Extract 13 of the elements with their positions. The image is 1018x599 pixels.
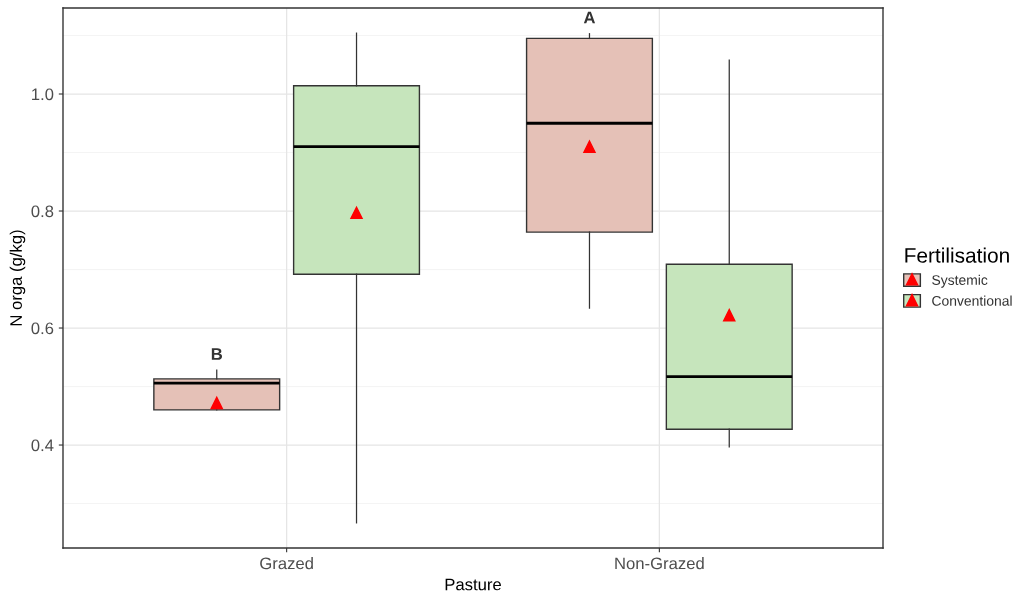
- y-tick-label: 0.6: [31, 322, 54, 335]
- x-axis-title: Pasture: [445, 578, 501, 591]
- y-tick-label: 0.8: [31, 205, 54, 218]
- legend-label: Systemic: [932, 274, 988, 288]
- y-axis-title: N orga (g/kg): [9, 230, 26, 326]
- y-tick-label: 0.4: [31, 439, 54, 452]
- legend-title: Fertilisation: [905, 247, 1009, 263]
- legend-label: Conventional: [932, 295, 1012, 306]
- x-tick-label: Grazed: [260, 557, 313, 570]
- annotation: B: [211, 348, 223, 360]
- annotation: A: [583, 11, 596, 24]
- x-tick-label: Non-Grazed: [615, 557, 704, 570]
- y-tick-label: 1.0: [32, 88, 54, 101]
